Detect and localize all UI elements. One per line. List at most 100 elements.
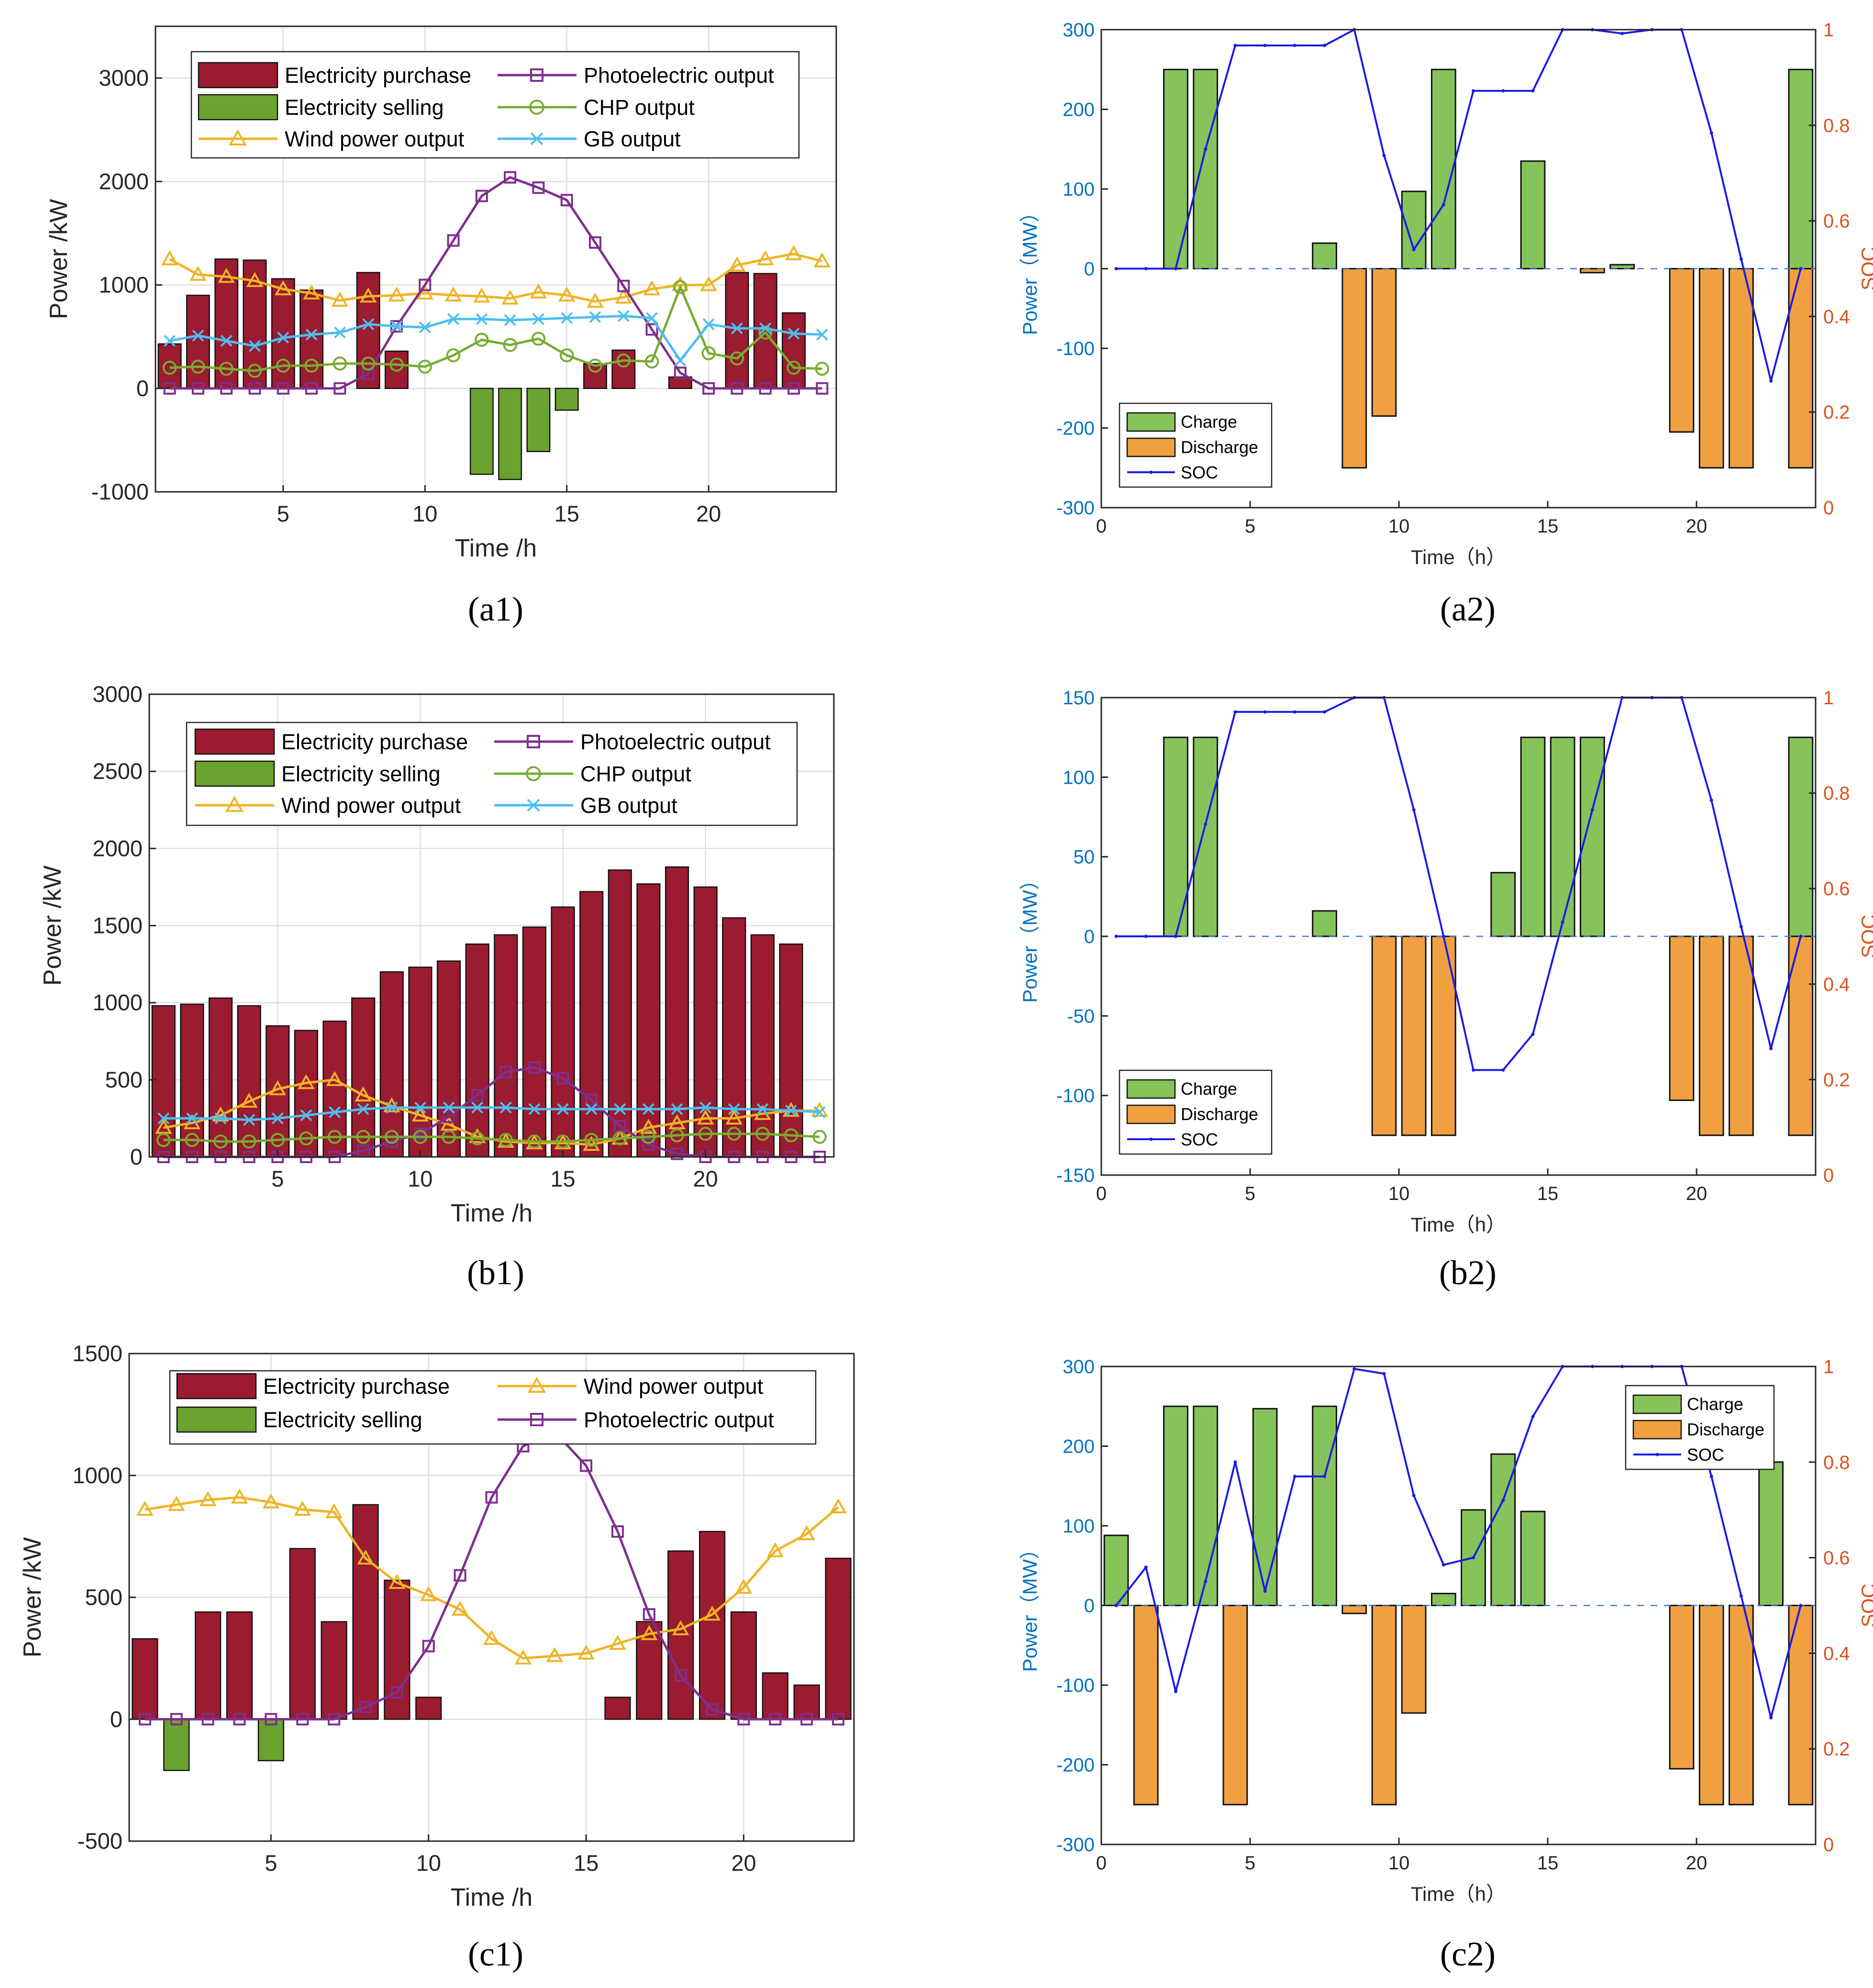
legend-swatch bbox=[176, 1406, 257, 1433]
legend-label: Electricity purchase bbox=[263, 1374, 450, 1399]
x-axis-label: Time（h） bbox=[1411, 546, 1506, 568]
line-soc-marker bbox=[1263, 710, 1267, 714]
line-photoelectric-output-marker bbox=[475, 189, 488, 202]
line-chp-output-marker bbox=[418, 359, 432, 374]
line-soc-marker bbox=[1114, 1604, 1118, 1607]
bar-discharge bbox=[1431, 935, 1456, 1136]
y-right-tick-label: 0.8 bbox=[1823, 115, 1850, 136]
line-wind-power-output-marker bbox=[530, 283, 547, 299]
line-wind-power-output-marker bbox=[587, 292, 604, 308]
y-tick-label: 500 bbox=[105, 1067, 143, 1092]
bar-electricity-purchase bbox=[750, 934, 775, 1158]
line-wind-power-output-marker bbox=[388, 286, 405, 302]
line-chp-output-marker bbox=[588, 358, 602, 373]
line-chp-output-marker bbox=[327, 1130, 342, 1144]
line-gb-output-marker bbox=[214, 1112, 227, 1124]
y-tick-label: 300 bbox=[1063, 1356, 1095, 1377]
line-chp-output-marker bbox=[644, 354, 659, 369]
line-chp-output-marker bbox=[446, 348, 461, 363]
line-gb-output-marker bbox=[759, 322, 772, 334]
line-chp-output-marker bbox=[247, 364, 262, 378]
bar-discharge bbox=[1371, 1605, 1397, 1806]
x-tick-label: 15 bbox=[574, 1850, 598, 1876]
bar-charge bbox=[1520, 160, 1546, 269]
line-chp-output-marker bbox=[276, 358, 290, 373]
line-wind-power-output-marker bbox=[359, 287, 377, 303]
line-chp-output-marker bbox=[784, 1128, 798, 1143]
y-tick-label: 100 bbox=[1063, 1516, 1095, 1537]
bar-electricity-purchase bbox=[522, 926, 547, 1158]
line-chp-output-marker bbox=[730, 351, 744, 366]
bar-charge bbox=[1193, 68, 1219, 269]
bar-discharge bbox=[1698, 935, 1724, 1136]
y-tick-label: 2000 bbox=[99, 168, 149, 194]
line-photoelectric-output-marker bbox=[454, 1569, 466, 1582]
y-axis-label: Power（MW） bbox=[1019, 870, 1041, 1003]
line-chp-output-marker bbox=[332, 356, 347, 371]
bar-charge bbox=[1193, 1405, 1219, 1606]
line-soc-marker bbox=[1620, 32, 1624, 35]
y-tick-label: 2000 bbox=[92, 835, 143, 861]
line-chp-output-marker bbox=[616, 353, 631, 368]
y-tick-label: -100 bbox=[1056, 1086, 1095, 1107]
bar-charge bbox=[1312, 910, 1337, 937]
y-tick-label: 200 bbox=[1063, 100, 1095, 121]
bar-discharge bbox=[1222, 1605, 1248, 1806]
y-tick-label: 100 bbox=[1063, 767, 1095, 788]
legend-label: Photoelectric output bbox=[584, 63, 774, 88]
x-tick-label: 20 bbox=[1686, 1183, 1707, 1204]
line-wind-power-output bbox=[169, 253, 823, 303]
bar-electricity-purchase bbox=[322, 1021, 347, 1158]
line-photoelectric-output-marker bbox=[277, 382, 289, 395]
line-wind-power-output-marker bbox=[813, 252, 831, 267]
line-photoelectric-output-marker bbox=[580, 1459, 593, 1472]
bar-electricity-purchase bbox=[693, 886, 718, 1158]
line-photoelectric-output-marker bbox=[471, 1089, 484, 1102]
line-photoelectric-output-marker bbox=[333, 382, 346, 395]
line-wind-power-output-marker bbox=[514, 1649, 532, 1665]
line-wind-power-output-marker bbox=[420, 1586, 437, 1601]
line-chp-output-marker bbox=[191, 359, 205, 374]
bar-charge bbox=[1401, 190, 1427, 269]
line-photoelectric-output-marker bbox=[485, 1491, 498, 1504]
bar-electricity-purchase bbox=[636, 1621, 663, 1720]
bar-discharge bbox=[1401, 935, 1427, 1136]
line-photoelectric-output-marker bbox=[163, 382, 176, 395]
line-chp-output-marker bbox=[270, 1133, 285, 1147]
line-gb-output bbox=[163, 1106, 820, 1122]
legend-label: SOC bbox=[1181, 1130, 1218, 1149]
line-photoelectric-output-marker bbox=[499, 1066, 512, 1078]
line-photoelectric-output-marker bbox=[585, 1093, 598, 1106]
line-soc-marker bbox=[1501, 1068, 1505, 1072]
line-chp-output-marker bbox=[755, 1127, 770, 1141]
legend-marker bbox=[526, 766, 541, 781]
panel-caption: (a2) bbox=[1440, 590, 1496, 628]
line-soc-marker bbox=[1352, 1367, 1356, 1371]
x-tick-label: 5 bbox=[271, 1166, 284, 1191]
line-photoelectric-output-marker bbox=[769, 1713, 782, 1726]
line-gb-output-marker bbox=[561, 312, 573, 324]
legend-marker bbox=[530, 1413, 543, 1426]
line-wind-power-output bbox=[144, 1496, 839, 1660]
y-tick-label: -100 bbox=[1056, 1675, 1095, 1696]
legend-swatch bbox=[1126, 437, 1176, 457]
y-right-tick-label: 0 bbox=[1823, 1165, 1834, 1186]
line-gb-output-marker bbox=[528, 1103, 541, 1115]
line-soc-marker bbox=[1233, 44, 1237, 47]
line-gb-output-marker bbox=[585, 1103, 598, 1115]
y-tick-label: 300 bbox=[1063, 20, 1095, 41]
line-soc-marker bbox=[1382, 154, 1386, 157]
x-tick-label: 20 bbox=[1686, 1853, 1707, 1874]
legend-swatch bbox=[1632, 1420, 1682, 1440]
line-soc-marker bbox=[1263, 44, 1267, 47]
line-soc-marker bbox=[1531, 89, 1535, 93]
y-right-axis-label: SOC bbox=[1857, 914, 1873, 958]
bar-electricity-purchase bbox=[226, 1611, 253, 1720]
line-wind-power-output-marker bbox=[262, 1493, 280, 1509]
x-tick-label: 15 bbox=[1537, 1853, 1559, 1874]
line-photoelectric-output-marker bbox=[305, 382, 318, 395]
bar-electricity-purchase bbox=[725, 272, 749, 389]
line-chp-output-marker bbox=[304, 358, 319, 373]
legend-label: GB output bbox=[580, 793, 677, 818]
panel-caption: (a1) bbox=[468, 590, 523, 628]
